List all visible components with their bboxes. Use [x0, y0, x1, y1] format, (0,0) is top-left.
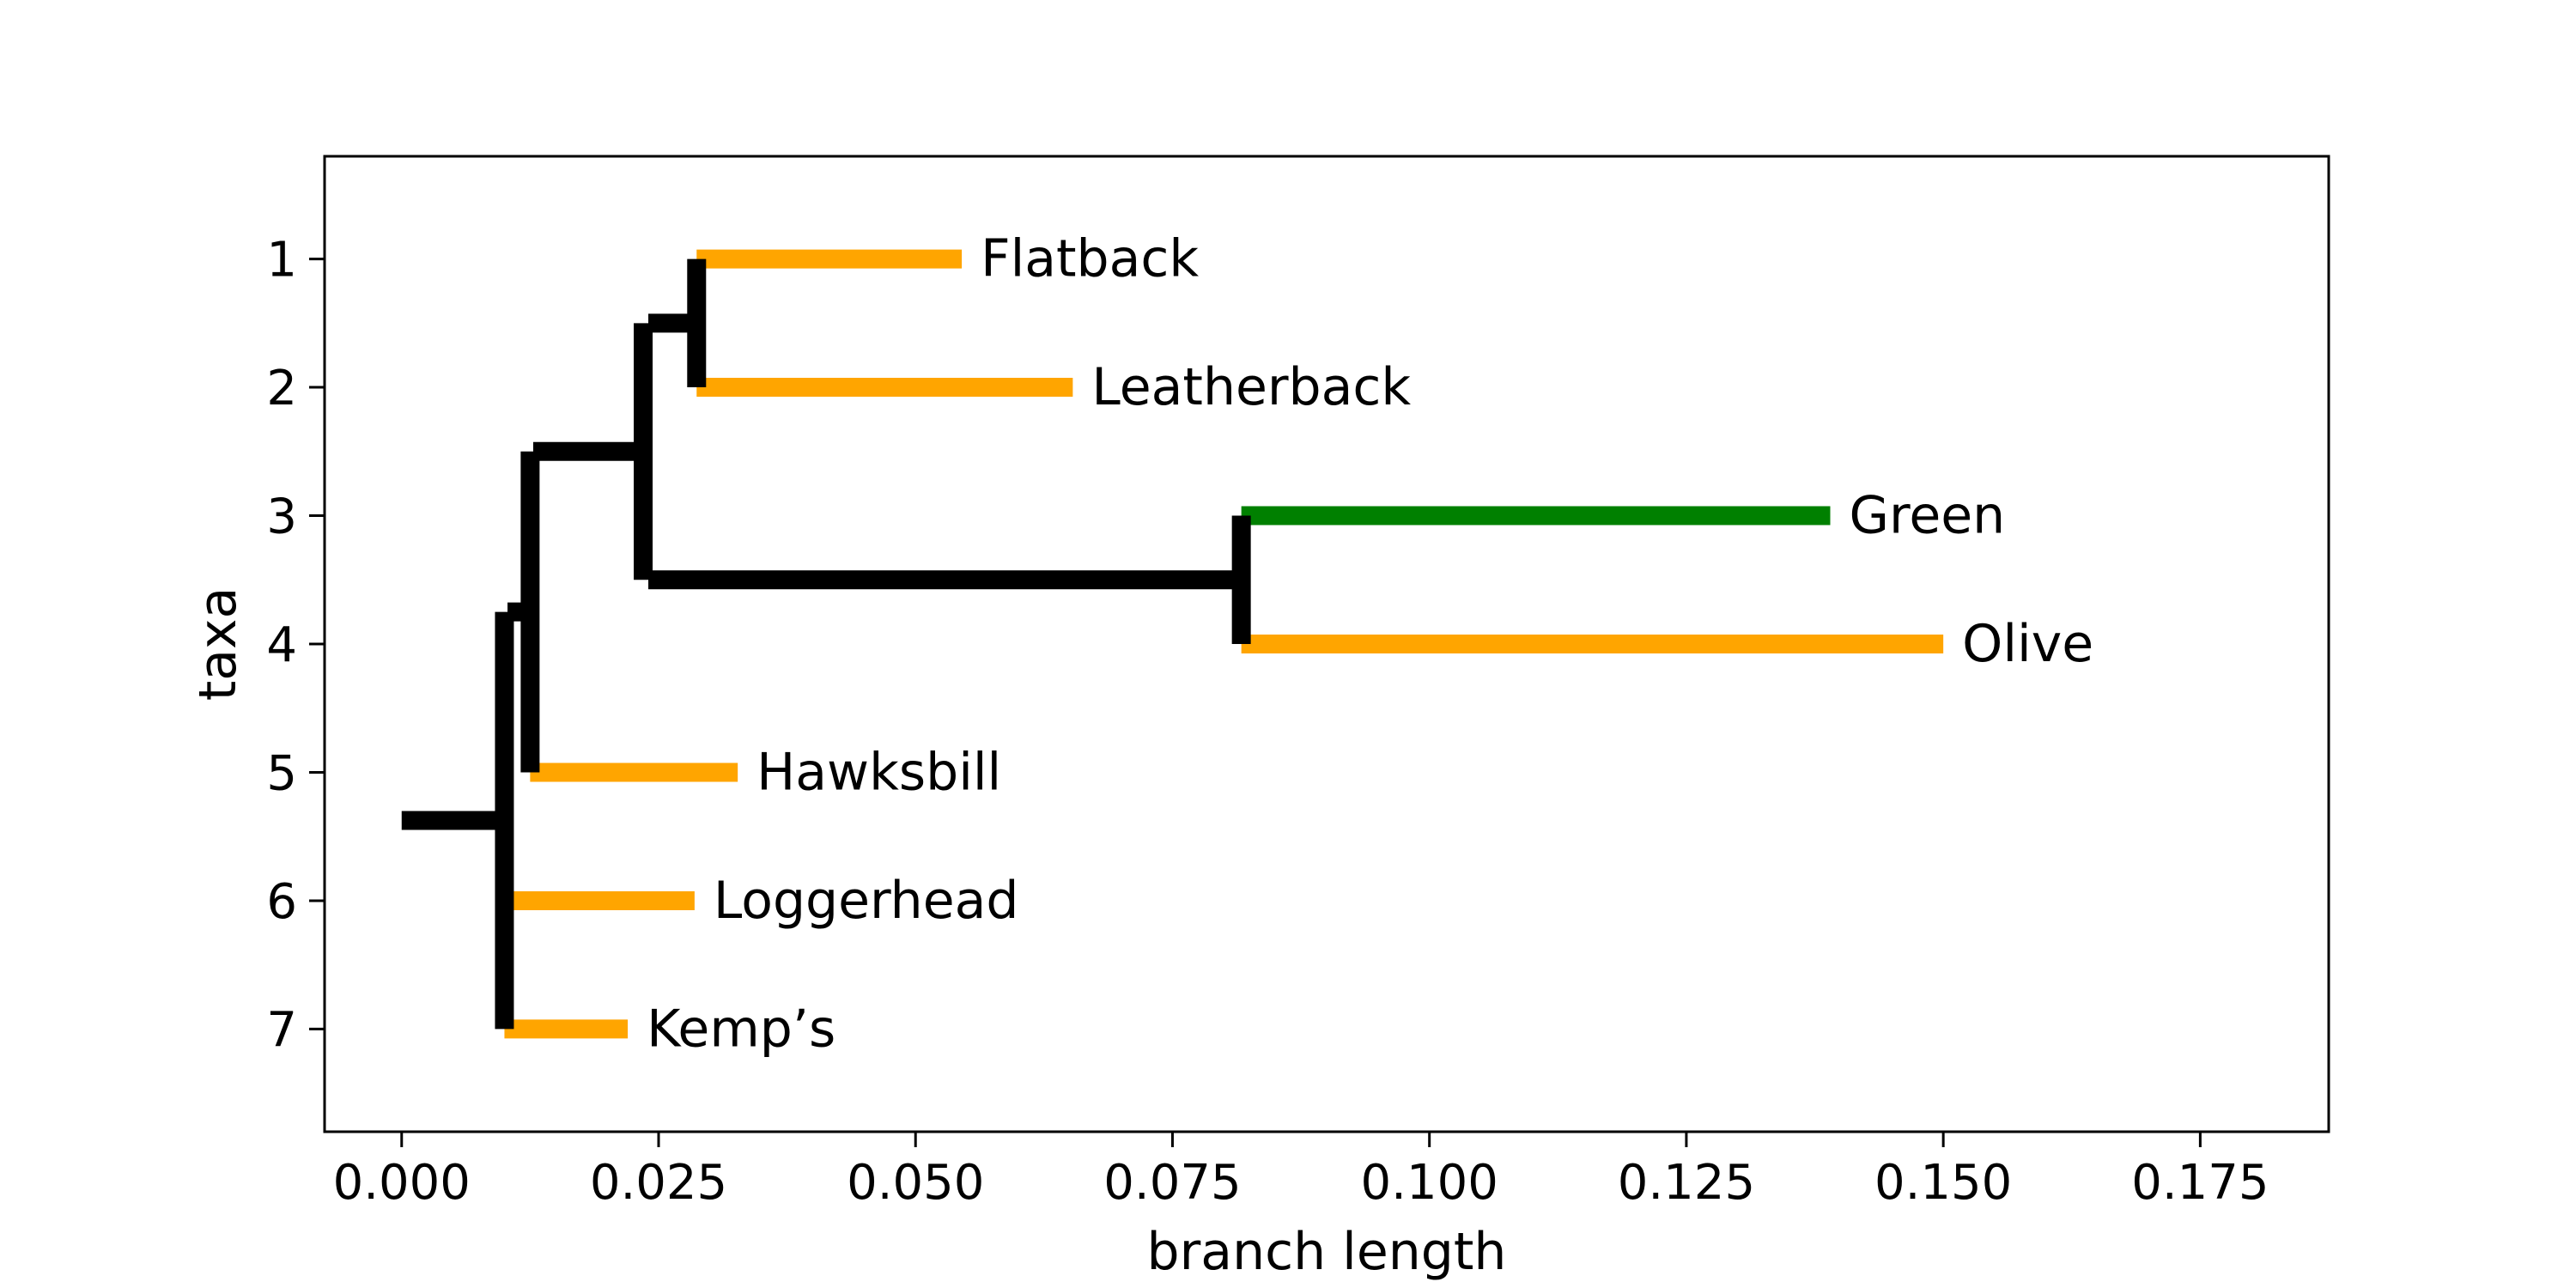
y-tick-label: 5 [266, 745, 297, 801]
taxon-label: Loggerhead [714, 871, 1019, 931]
taxon-label: Leatherback [1091, 357, 1411, 417]
x-tick-label: 0.025 [590, 1155, 727, 1211]
y-tick-label: 3 [266, 489, 297, 545]
y-tick-label: 1 [266, 233, 297, 289]
x-tick-label: 0.150 [1874, 1155, 2012, 1211]
x-axis-ticks: 0.000 0.025 0.050 0.075 0.100 0.125 0.150 0.175 [333, 1132, 2269, 1211]
y-tick-label: 6 [266, 874, 297, 930]
taxon-labels: Flatback Leatherback Green Olive Hawksbill Lo… [647, 229, 2093, 1060]
taxon-label: Kemp’s [647, 999, 835, 1059]
taxon-label: Hawksbill [756, 742, 1001, 802]
taxon-label: Green [1849, 486, 2005, 546]
taxon-label: Olive [1962, 614, 2093, 674]
x-tick-label: 0.175 [2131, 1155, 2269, 1211]
taxon-label: Flatback [981, 229, 1199, 289]
y-tick-label: 7 [266, 1002, 297, 1058]
y-axis-ticks: 1 2 3 4 5 6 7 [266, 233, 325, 1058]
x-tick-label: 0.100 [1361, 1155, 1498, 1211]
x-tick-label: 0.075 [1103, 1155, 1241, 1211]
x-tick-label: 0.125 [1618, 1155, 1755, 1211]
x-tick-label: 0.050 [847, 1155, 984, 1211]
x-tick-label: 0.000 [333, 1155, 471, 1211]
y-axis-title: taxa [188, 587, 248, 702]
y-tick-label: 2 [266, 361, 297, 416]
y-tick-label: 4 [266, 617, 297, 673]
x-axis-title: branch length [1147, 1222, 1507, 1282]
tree-branches [401, 249, 1944, 1039]
